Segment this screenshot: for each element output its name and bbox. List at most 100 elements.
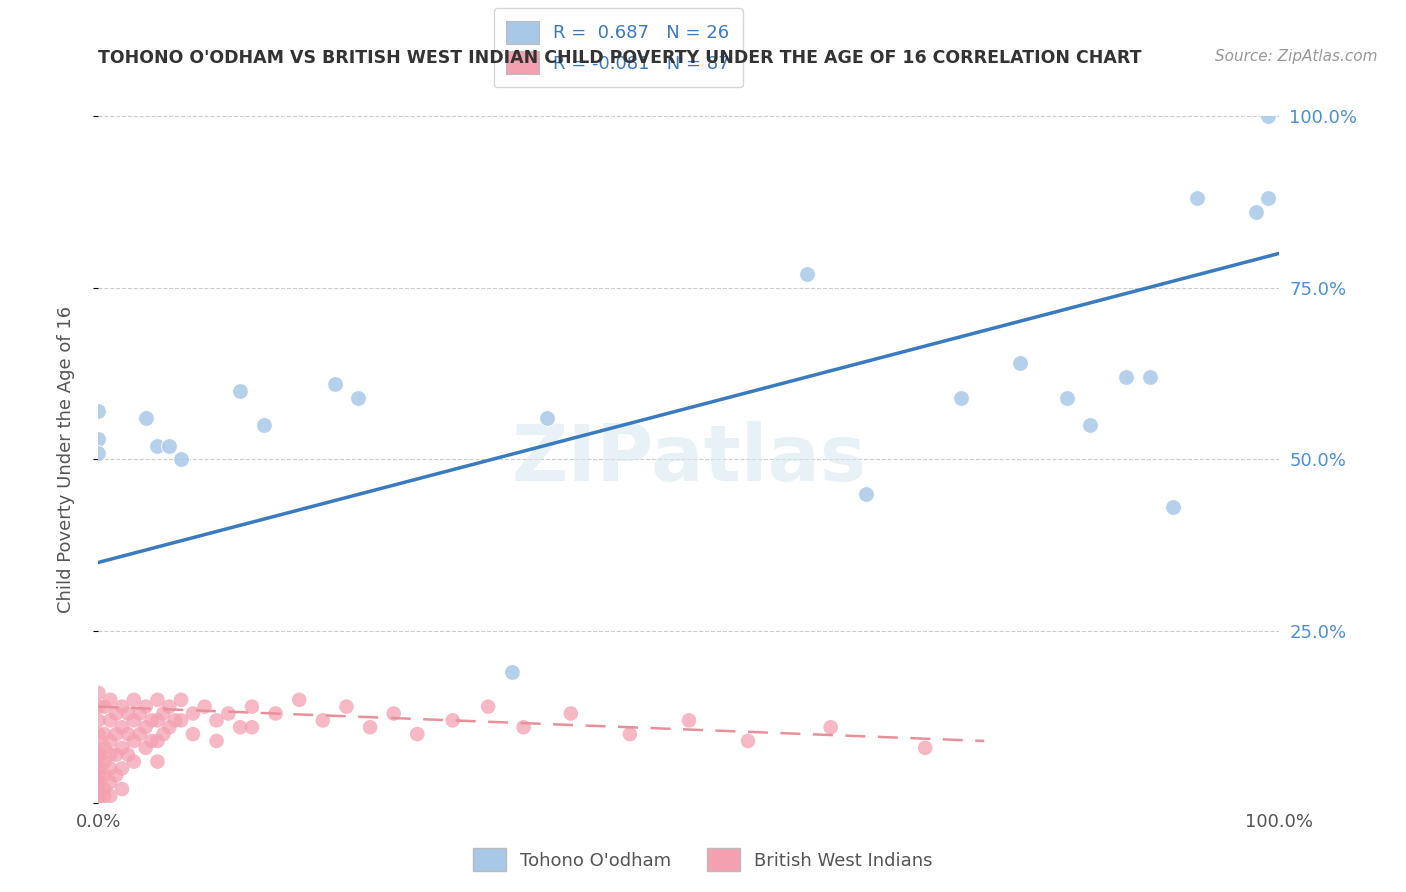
Point <box>359 720 381 734</box>
Point <box>111 699 134 714</box>
Point <box>240 720 263 734</box>
Point <box>619 727 641 741</box>
Point <box>1056 391 1078 405</box>
Point <box>87 404 110 418</box>
Point <box>93 782 115 797</box>
Point <box>117 747 139 762</box>
Point <box>98 734 121 748</box>
Point <box>855 487 877 501</box>
Point <box>217 706 239 721</box>
Point <box>678 714 700 728</box>
Point <box>93 699 115 714</box>
Point <box>205 714 228 728</box>
Point <box>152 727 174 741</box>
Point <box>87 779 110 793</box>
Point <box>146 734 169 748</box>
Point <box>98 714 121 728</box>
Point <box>87 768 110 782</box>
Point <box>205 734 228 748</box>
Point <box>87 755 110 769</box>
Point <box>111 740 134 755</box>
Point <box>152 706 174 721</box>
Point <box>87 727 110 741</box>
Text: TOHONO O'ODHAM VS BRITISH WEST INDIAN CHILD POVERTY UNDER THE AGE OF 16 CORRELAT: TOHONO O'ODHAM VS BRITISH WEST INDIAN CH… <box>98 49 1142 67</box>
Point <box>111 782 134 797</box>
Point <box>141 734 163 748</box>
Point <box>170 692 193 706</box>
Point <box>347 391 370 405</box>
Point <box>111 720 134 734</box>
Point <box>1244 205 1267 219</box>
Point <box>105 768 128 782</box>
Point <box>536 411 558 425</box>
Point <box>323 376 346 391</box>
Point <box>98 761 121 775</box>
Point <box>87 785 110 799</box>
Point <box>146 692 169 706</box>
Point <box>1185 191 1208 205</box>
Point <box>87 699 110 714</box>
Point <box>87 740 110 755</box>
Point <box>87 686 110 700</box>
Point <box>441 714 464 728</box>
Legend: Tohono O'odham, British West Indians: Tohono O'odham, British West Indians <box>465 841 941 879</box>
Point <box>128 727 150 741</box>
Point <box>87 432 110 446</box>
Point <box>135 699 157 714</box>
Point <box>117 727 139 741</box>
Point <box>93 755 115 769</box>
Point <box>229 384 252 398</box>
Point <box>87 445 110 459</box>
Point <box>87 789 110 803</box>
Point <box>157 720 180 734</box>
Point <box>93 768 115 782</box>
Point <box>560 706 582 721</box>
Point <box>146 755 169 769</box>
Point <box>135 720 157 734</box>
Point <box>796 267 818 281</box>
Point <box>477 699 499 714</box>
Point <box>146 714 169 728</box>
Point <box>122 692 145 706</box>
Point <box>87 761 110 775</box>
Text: Source: ZipAtlas.com: Source: ZipAtlas.com <box>1215 49 1378 64</box>
Point <box>181 727 204 741</box>
Point <box>87 792 110 806</box>
Point <box>122 734 145 748</box>
Point <box>1080 417 1102 433</box>
Point <box>170 714 193 728</box>
Point <box>111 761 134 775</box>
Point <box>1115 370 1137 384</box>
Point <box>87 747 110 762</box>
Point <box>335 699 357 714</box>
Point <box>288 692 311 706</box>
Point <box>253 417 276 433</box>
Point <box>122 714 145 728</box>
Point <box>146 439 169 453</box>
Point <box>93 740 115 755</box>
Point <box>165 714 187 728</box>
Point <box>117 706 139 721</box>
Point <box>141 714 163 728</box>
Point <box>501 665 523 680</box>
Point <box>105 706 128 721</box>
Text: ZIPatlas: ZIPatlas <box>512 421 866 498</box>
Point <box>406 727 429 741</box>
Point <box>240 699 263 714</box>
Point <box>135 411 157 425</box>
Point <box>128 706 150 721</box>
Point <box>820 720 842 734</box>
Point <box>135 740 157 755</box>
Point <box>87 714 110 728</box>
Point <box>1257 109 1279 123</box>
Point <box>170 452 193 467</box>
Point <box>312 714 335 728</box>
Point <box>98 692 121 706</box>
Point <box>914 740 936 755</box>
Point <box>98 789 121 803</box>
Legend: R =  0.687   N = 26, R = -0.081   N = 87: R = 0.687 N = 26, R = -0.081 N = 87 <box>494 8 742 87</box>
Y-axis label: Child Poverty Under the Age of 16: Child Poverty Under the Age of 16 <box>56 306 75 613</box>
Point <box>105 727 128 741</box>
Point <box>98 775 121 789</box>
Point <box>87 782 110 797</box>
